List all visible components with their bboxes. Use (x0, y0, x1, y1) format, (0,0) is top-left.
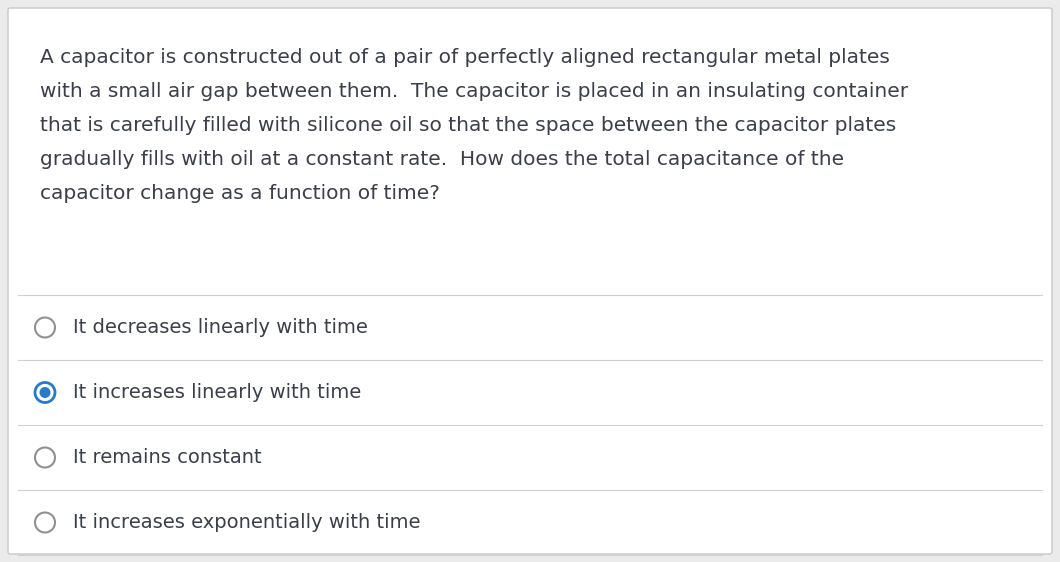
Text: gradually fills with oil at a constant rate.  How does the total capacitance of : gradually fills with oil at a constant r… (40, 150, 844, 169)
Text: with a small air gap between them.  The capacitor is placed in an insulating con: with a small air gap between them. The c… (40, 82, 908, 101)
Ellipse shape (39, 387, 51, 398)
Text: It increases linearly with time: It increases linearly with time (73, 383, 361, 402)
Text: capacitor change as a function of time?: capacitor change as a function of time? (40, 184, 440, 203)
Text: It increases exponentially with time: It increases exponentially with time (73, 513, 421, 532)
FancyBboxPatch shape (8, 8, 1052, 554)
Ellipse shape (35, 513, 55, 533)
Text: It remains constant: It remains constant (73, 448, 262, 467)
Ellipse shape (35, 318, 55, 338)
Text: A capacitor is constructed out of a pair of perfectly aligned rectangular metal : A capacitor is constructed out of a pair… (40, 48, 890, 67)
Text: It decreases linearly with time: It decreases linearly with time (73, 318, 368, 337)
Text: that is carefully filled with silicone oil so that the space between the capacit: that is carefully filled with silicone o… (40, 116, 897, 135)
Ellipse shape (35, 447, 55, 468)
Ellipse shape (35, 383, 55, 402)
